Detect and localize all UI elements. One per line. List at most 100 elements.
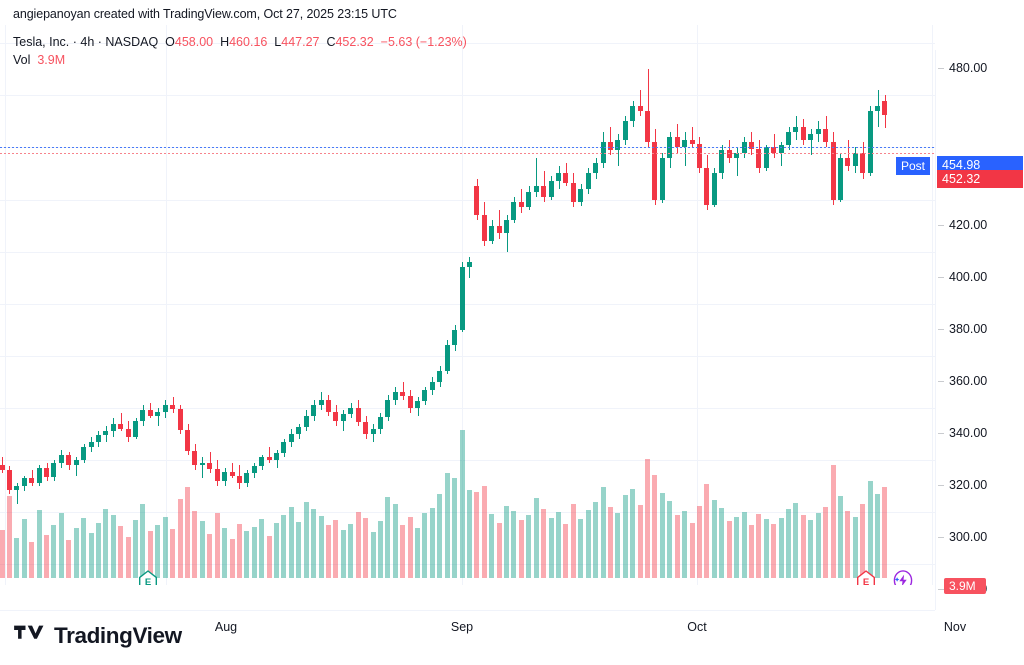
candle-body	[311, 405, 317, 416]
candle-body	[444, 345, 450, 372]
candle-body	[296, 427, 302, 434]
candle-body	[274, 453, 280, 460]
volume-bar	[429, 508, 435, 578]
volume-bar	[222, 528, 228, 578]
volume-bar	[504, 506, 510, 578]
candle-body	[236, 475, 242, 484]
candle-body	[815, 129, 821, 135]
volume-bar	[377, 520, 383, 578]
candle-body	[823, 129, 829, 143]
volume-bar	[422, 513, 428, 578]
chart-legend[interactable]: Tesla, Inc. · 4h · NASDAQ O458.00 H460.1…	[13, 34, 467, 69]
candle-wick	[158, 407, 159, 427]
volume-bar	[466, 490, 472, 578]
price-tick-label: 320.00	[937, 477, 988, 492]
price-tick-label: 340.00	[937, 425, 988, 440]
candle-body	[875, 105, 881, 111]
volume-bar	[199, 520, 205, 578]
volume-bar	[511, 511, 517, 578]
volume-bar	[823, 507, 829, 578]
candle-body	[763, 147, 769, 169]
candle-body	[140, 410, 146, 421]
volume-bar	[340, 530, 346, 578]
legend-volume-row: Vol 3.9M	[13, 52, 467, 69]
volume-bar	[481, 486, 487, 578]
candle-body	[81, 446, 87, 460]
volume-bar	[14, 537, 20, 578]
legend-volume-value: 3.9M	[37, 53, 66, 67]
legend-close-value: 452.32	[335, 35, 374, 49]
candle-wick	[499, 209, 500, 239]
candle-body	[244, 473, 250, 484]
candle-body	[66, 454, 72, 466]
post-market-tag: Post	[896, 157, 931, 175]
legend-high-label: H	[220, 35, 230, 49]
candle-body	[563, 173, 569, 183]
volume-bar	[689, 522, 695, 578]
candle-body	[288, 433, 294, 442]
legend-high-value: 460.16	[229, 35, 268, 49]
volume-bar	[51, 525, 57, 578]
legend-interval[interactable]: 4h	[80, 35, 95, 49]
candle-body	[867, 110, 873, 174]
time-tick-label: Aug	[214, 620, 238, 634]
time-scale[interactable]: Aug Sep Oct Nov	[0, 610, 966, 640]
candle-wick	[640, 90, 641, 117]
ai-insight-marker[interactable]	[893, 570, 913, 585]
volume-bar	[192, 511, 198, 578]
vertical-gridline	[5, 25, 6, 585]
last-price-line	[0, 153, 935, 154]
candle-body	[489, 225, 495, 242]
candle-body	[771, 147, 777, 153]
vertical-gridline	[166, 25, 167, 585]
tradingview-wordmark: TradingView	[54, 623, 182, 648]
horizontal-gridline	[0, 407, 935, 409]
earnings-marker-down[interactable]: E	[857, 570, 876, 585]
earnings-marker-up[interactable]: E	[139, 570, 158, 585]
candle-body	[400, 392, 406, 397]
volume-bar	[459, 430, 465, 578]
candle-body	[533, 186, 539, 192]
candle-body	[756, 148, 762, 169]
post-market-price-badge: 454.98	[937, 156, 1023, 174]
horizontal-gridline	[0, 251, 935, 253]
horizontal-gridline	[0, 564, 935, 566]
candle-body	[363, 422, 369, 434]
volume-bar	[392, 503, 398, 578]
volume-bar	[837, 495, 843, 578]
candle-body	[511, 202, 517, 221]
legend-symbol[interactable]: Tesla, Inc.	[13, 35, 70, 49]
horizontal-gridline	[0, 355, 935, 357]
candle-body	[682, 139, 688, 148]
volume-bar	[563, 523, 569, 578]
candle-wick	[76, 457, 77, 476]
volume-bar	[288, 507, 294, 578]
candle-body	[830, 142, 836, 200]
candle-body	[504, 220, 510, 234]
candle-body	[95, 435, 101, 442]
candle-body	[852, 152, 858, 166]
candle-wick	[17, 483, 18, 505]
volume-bar	[407, 516, 413, 578]
volume-bar	[155, 524, 161, 578]
volume-bar	[88, 533, 94, 578]
candle-body	[452, 329, 458, 346]
candle-body	[459, 267, 465, 330]
volume-bar	[489, 514, 495, 578]
candle-wick	[692, 126, 693, 148]
candle-body	[556, 173, 561, 182]
horizontal-gridline	[0, 459, 935, 461]
candle-body	[162, 405, 168, 412]
candle-body	[496, 225, 502, 234]
volume-bar	[548, 517, 554, 578]
price-scale[interactable]: 480.00440.00420.00400.00380.00360.00340.…	[896, 50, 1024, 610]
candle-body	[415, 401, 421, 408]
candle-body	[860, 152, 866, 174]
candle-body	[786, 131, 792, 145]
candle-body	[355, 407, 361, 423]
candle-body	[600, 142, 606, 164]
candle-body	[466, 262, 472, 268]
candle-wick	[848, 139, 849, 171]
